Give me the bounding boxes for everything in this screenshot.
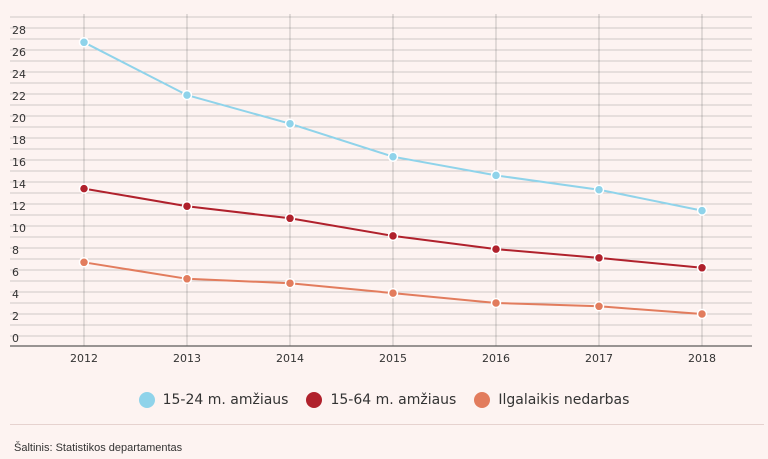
legend-item-ilgalaikis[interactable]: Ilgalaikis nedarbas <box>474 392 629 408</box>
x-tick-label: 2012 <box>70 352 98 365</box>
x-tick-label: 2018 <box>688 352 716 365</box>
x-tick-label: 2014 <box>276 352 304 365</box>
data-point-series-2 <box>284 213 296 224</box>
x-tick-label: 2013 <box>173 352 201 365</box>
y-tick-label: 14 <box>12 178 26 191</box>
data-point-series-1 <box>490 170 502 181</box>
legend-label-ilgalaikis: Ilgalaikis nedarbas <box>498 392 630 408</box>
y-tick-label: 6 <box>12 266 19 279</box>
x-tick-label: 2015 <box>379 352 407 365</box>
legend-item-15-64[interactable]: 15-64 m. amžiaus <box>306 392 456 408</box>
y-tick-label: 24 <box>12 68 26 81</box>
data-point-series-1 <box>696 205 708 216</box>
x-tick-label: 2017 <box>585 352 613 365</box>
y-tick-label: 10 <box>12 222 26 235</box>
legend-marker-ilgalaikis <box>474 392 491 408</box>
data-point-series-2 <box>78 183 90 194</box>
y-tick-label: 16 <box>12 156 26 169</box>
y-tick-label: 4 <box>12 288 19 301</box>
source-note: Šaltinis: Statistikos departamentas <box>14 442 183 454</box>
legend-marker-15-64 <box>306 392 323 408</box>
y-tick-label: 8 <box>12 244 19 257</box>
data-point-series-1 <box>181 89 193 101</box>
y-tick-label: 20 <box>12 112 26 125</box>
data-point-series-3 <box>696 308 708 320</box>
data-point-series-2 <box>696 262 708 274</box>
y-tick-label: 26 <box>12 46 26 59</box>
data-point-series-1 <box>593 184 605 195</box>
data-point-series-3 <box>490 297 502 309</box>
x-tick-label: 2016 <box>482 352 510 365</box>
data-point-series-1 <box>387 151 399 162</box>
y-tick-label: 12 <box>12 200 26 213</box>
y-tick-label: 0 <box>12 332 19 345</box>
data-point-series-3 <box>284 277 296 289</box>
legend-label-15-24: 15-24 m. amžiaus <box>162 392 289 408</box>
data-point-series-2 <box>181 200 193 212</box>
data-point-series-3 <box>593 301 605 312</box>
data-point-series-2 <box>593 252 605 264</box>
y-tick-label: 18 <box>12 134 26 147</box>
data-point-series-3 <box>387 287 399 299</box>
legend-item-15-24[interactable]: 15-24 m. amžiaus <box>138 392 289 408</box>
y-tick-label: 28 <box>12 24 26 37</box>
legend-marker-15-24 <box>138 392 155 408</box>
data-point-series-3 <box>78 257 90 268</box>
data-point-series-1 <box>284 118 296 129</box>
chart-legend: 15-24 m. amžiaus 15-64 m. amžiaus Ilgala… <box>0 392 768 408</box>
footer-divider <box>10 424 764 425</box>
y-tick-label: 2 <box>12 310 19 323</box>
data-point-series-2 <box>387 230 399 242</box>
legend-label-15-64: 15-64 m. amžiaus <box>330 392 457 408</box>
data-point-series-2 <box>490 243 502 255</box>
y-tick-label: 22 <box>12 90 26 103</box>
data-point-series-3 <box>181 273 193 285</box>
data-point-series-1 <box>78 37 90 48</box>
